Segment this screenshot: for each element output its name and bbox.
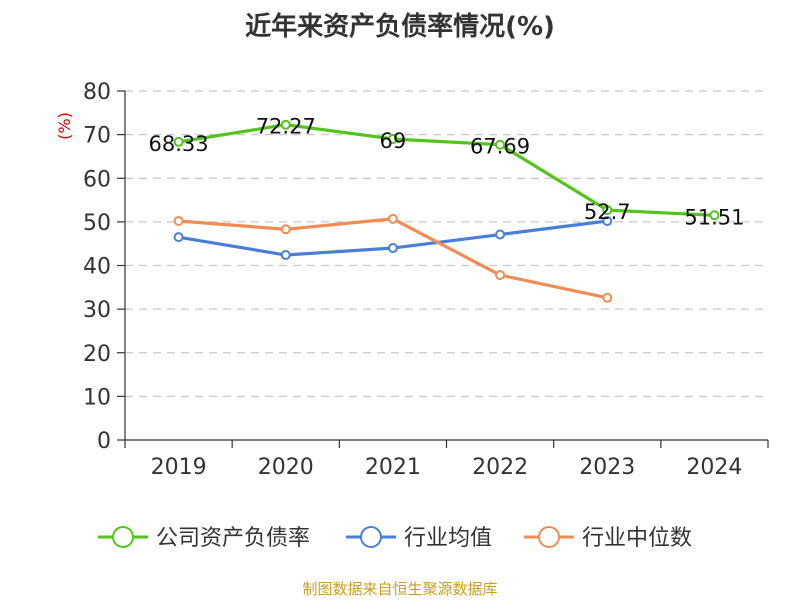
series-line bbox=[178, 123, 715, 217]
data-point bbox=[602, 205, 613, 216]
data-point bbox=[387, 213, 398, 224]
legend-marker bbox=[112, 526, 134, 548]
data-label: 67.69 bbox=[470, 135, 530, 159]
data-label: 51.51 bbox=[684, 205, 744, 229]
x-tick-label: 2020 bbox=[258, 455, 314, 480]
data-point bbox=[387, 133, 398, 144]
data-point bbox=[173, 232, 184, 243]
data-label: 69 bbox=[380, 129, 407, 153]
x-tick-label: 2023 bbox=[579, 455, 635, 480]
legend-marker bbox=[538, 526, 560, 548]
data-point bbox=[602, 216, 613, 227]
y-tick-label: 70 bbox=[83, 124, 111, 149]
data-point bbox=[495, 139, 506, 150]
data-point bbox=[495, 229, 506, 240]
x-tick-label: 2022 bbox=[472, 455, 528, 480]
y-tick-label: 40 bbox=[83, 255, 111, 280]
data-point bbox=[387, 243, 398, 254]
x-tick-label: 2024 bbox=[686, 455, 742, 480]
x-tick-label: 2021 bbox=[365, 455, 421, 480]
y-tick-label: 20 bbox=[83, 342, 111, 367]
y-tick-label: 60 bbox=[83, 167, 111, 192]
legend-marker bbox=[360, 526, 382, 548]
data-point bbox=[280, 250, 291, 261]
data-label: 68.33 bbox=[149, 132, 209, 156]
y-tick-label: 80 bbox=[83, 80, 111, 105]
data-label: 52.7 bbox=[584, 200, 631, 224]
y-tick-label: 0 bbox=[97, 429, 111, 454]
legend-label: 公司资产负债率 bbox=[156, 526, 310, 551]
data-point bbox=[602, 292, 613, 303]
data-point bbox=[280, 119, 291, 130]
y-tick-label: 30 bbox=[83, 298, 111, 323]
legend-label: 行业均值 bbox=[404, 526, 492, 551]
y-tick-label: 50 bbox=[83, 211, 111, 236]
source-note: 制图数据来自恒生聚源数据库 bbox=[302, 580, 498, 598]
data-point bbox=[495, 270, 506, 281]
legend-label: 行业中位数 bbox=[582, 526, 692, 551]
data-point bbox=[280, 224, 291, 235]
data-point bbox=[709, 210, 720, 221]
data-point bbox=[173, 216, 184, 227]
chart-title: 近年来资产负债率情况(%) bbox=[245, 12, 555, 42]
data-label: 72.27 bbox=[256, 115, 316, 139]
y-tick-label: 10 bbox=[83, 385, 111, 410]
x-tick-label: 2019 bbox=[151, 455, 207, 480]
data-point bbox=[173, 136, 184, 147]
y-axis-unit: (%) bbox=[55, 112, 74, 140]
